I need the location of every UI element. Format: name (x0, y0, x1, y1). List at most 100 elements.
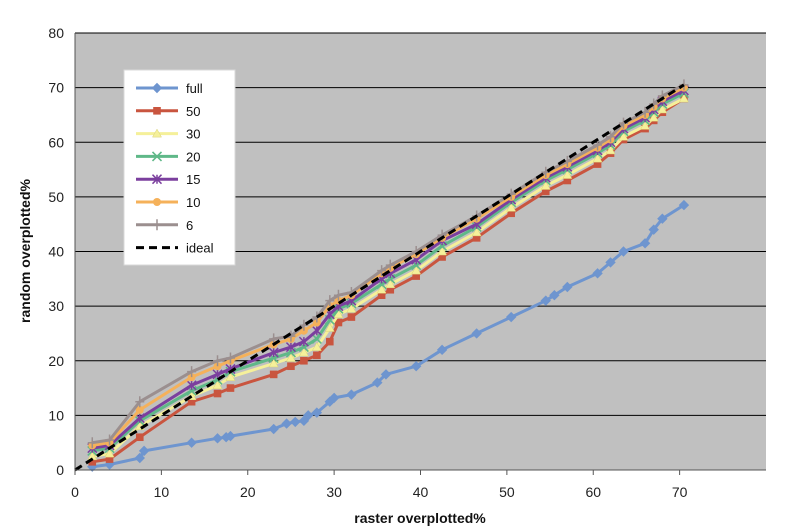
data-point-50 (386, 285, 395, 294)
data-point-50 (300, 356, 308, 365)
data-point-30 (605, 145, 616, 155)
data-point-6 (135, 396, 145, 408)
data-point-50 (412, 272, 420, 280)
data-point-50 (326, 337, 334, 346)
y-tick-label: 50 (48, 189, 64, 205)
data-point-30 (385, 279, 396, 289)
data-point-30 (592, 153, 603, 163)
legend-item-10: 10 (136, 195, 200, 210)
data-point-6 (333, 289, 343, 301)
data-point-50 (563, 176, 572, 185)
data-point-6 (385, 259, 395, 271)
data-point-6 (377, 265, 387, 277)
data-point-50 (377, 291, 386, 299)
data-point-6 (649, 98, 659, 110)
legend-item-ideal: ideal (136, 241, 214, 256)
legend-item-20: 20 (136, 149, 200, 164)
data-point-30 (657, 104, 668, 114)
data-point-full (268, 423, 279, 435)
series-ideal (74, 83, 685, 472)
data-point-full (505, 311, 517, 323)
data-point-50 (88, 458, 97, 466)
data-point-30 (679, 93, 689, 103)
x-tick-label: 40 (413, 484, 429, 500)
data-point-30 (346, 303, 357, 313)
data-point-30 (471, 227, 482, 237)
data-point-30 (311, 342, 322, 351)
data-point-full (372, 377, 383, 388)
data-point-50 (593, 160, 602, 168)
data-point-30 (376, 284, 387, 294)
data-point-full (639, 238, 651, 249)
x-tick-label: 60 (585, 484, 601, 500)
data-point-full (549, 289, 560, 301)
data-point-30 (212, 380, 223, 390)
data-point-15 (268, 347, 279, 358)
series-6 (87, 79, 689, 449)
data-point-6 (269, 333, 279, 345)
legend-item-6: 6 (136, 218, 193, 233)
data-point-10 (135, 405, 144, 414)
data-point-50 (438, 253, 446, 261)
series-30 (87, 93, 689, 461)
data-point-30 (640, 120, 651, 130)
legend-label: 6 (186, 218, 193, 233)
data-point-30 (506, 202, 517, 212)
data-point-6 (506, 188, 516, 200)
data-point-full (281, 418, 292, 429)
data-point-6 (299, 319, 309, 331)
data-point-50 (213, 389, 222, 398)
data-point-50 (313, 351, 321, 360)
data-point-50 (541, 187, 550, 196)
data-point-6 (187, 366, 197, 378)
data-point-50 (226, 384, 235, 392)
legend-item-full: full (136, 81, 203, 96)
data-point-full (605, 257, 616, 268)
data-point-50 (135, 433, 144, 442)
series-line-ideal (74, 83, 685, 472)
y-tick-labels: 0 10 20 30 40 50 60 70 80 (48, 25, 64, 478)
x-tick-label: 30 (326, 484, 342, 500)
data-point-6 (225, 352, 235, 364)
data-point-30 (540, 180, 551, 190)
y-tick-label: 40 (48, 244, 64, 260)
series-line-15 (92, 89, 685, 450)
series-line-6 (92, 83, 685, 445)
data-point-full (540, 295, 551, 306)
data-point-30 (298, 347, 309, 357)
data-point-full (678, 199, 690, 211)
data-point-15 (298, 336, 309, 347)
data-point-full (186, 437, 197, 448)
legend-label: ideal (186, 241, 214, 256)
y-tick-label: 70 (48, 80, 64, 96)
legend-item-30: 30 (136, 127, 200, 142)
data-point-full (328, 392, 340, 404)
data-point-50 (347, 313, 356, 321)
x-tick-label: 0 (71, 484, 79, 500)
data-point-50 (507, 209, 515, 218)
data-point-full (298, 415, 310, 427)
x-tick-label: 20 (240, 484, 256, 500)
data-point-30 (268, 358, 279, 368)
legend-label: 20 (186, 149, 200, 164)
x-tick-label: 10 (154, 484, 170, 500)
x-axis-title: raster overplotted% (354, 510, 486, 526)
data-point-full (290, 416, 301, 428)
data-point-full (657, 213, 668, 224)
data-point-15 (285, 342, 296, 353)
y-tick-label: 10 (48, 407, 64, 423)
x-tick-labels: 0 10 20 30 40 50 60 70 (71, 470, 688, 500)
data-point-50 (472, 234, 481, 242)
data-point-full (311, 407, 323, 418)
data-point-full (138, 445, 150, 457)
data-point-30 (104, 448, 115, 458)
data-point-6 (541, 166, 551, 178)
legend-item-50: 50 (136, 104, 200, 119)
data-point-30 (648, 112, 659, 122)
data-point-30 (286, 353, 296, 362)
legend: full 50 30 20 15 10 6 ideal (123, 69, 236, 266)
data-point-full (436, 344, 448, 356)
y-tick-label: 30 (48, 298, 64, 314)
legend-label: full (186, 81, 203, 96)
data-point-full (134, 452, 145, 464)
